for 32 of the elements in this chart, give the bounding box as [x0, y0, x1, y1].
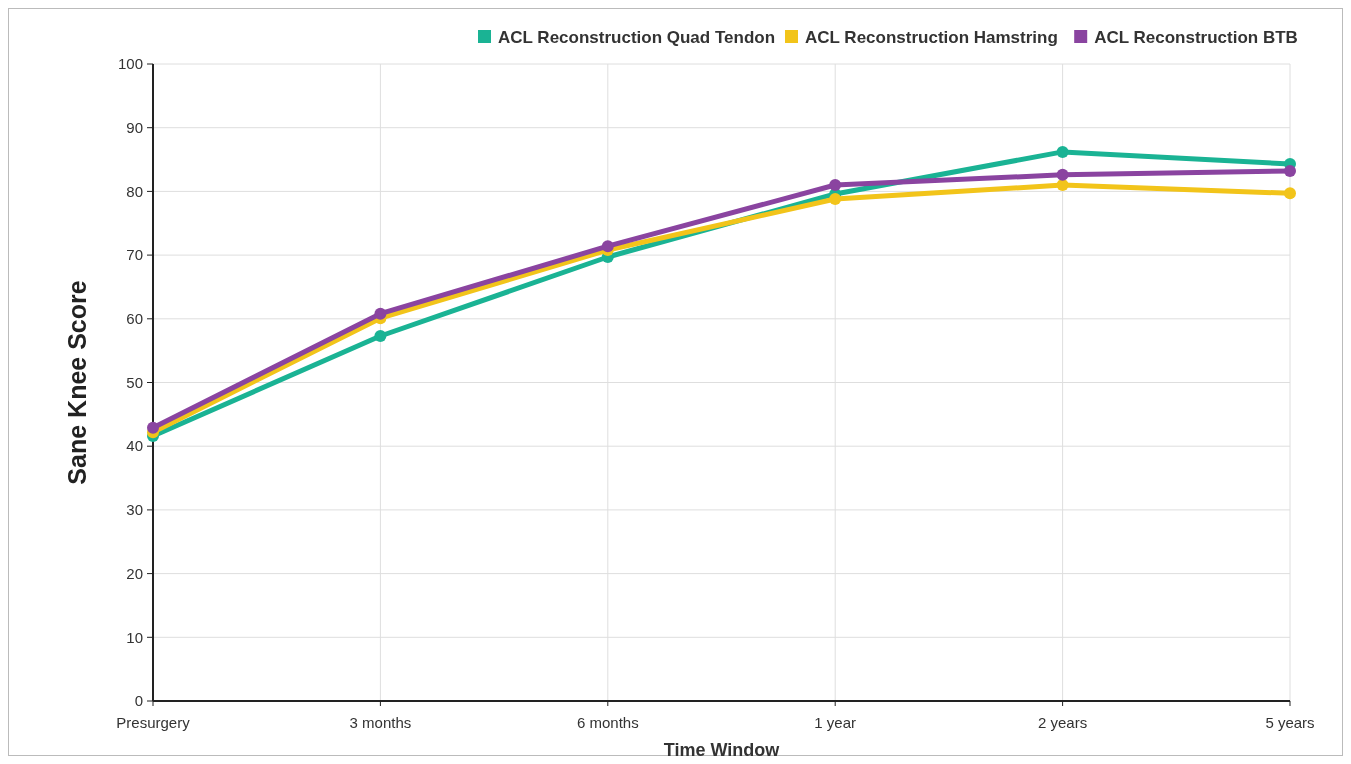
point: [147, 421, 159, 434]
y-tick-label: 50: [126, 373, 143, 391]
point: [1284, 165, 1296, 178]
y-tick-label: 70: [126, 246, 143, 264]
y-tick-label: 60: [126, 310, 143, 328]
legend-label: ACL Reconstruction Hamstring: [805, 27, 1058, 47]
y-tick-label: 0: [134, 692, 143, 710]
point: [1056, 145, 1069, 158]
y-axis-title: Sane Knee Score: [63, 280, 91, 485]
x-tick-label: 1 year: [814, 714, 857, 731]
y-tick-label: 90: [126, 118, 143, 136]
x-tick-label: 3 months: [349, 714, 412, 731]
x-axis-title: Time Window: [663, 740, 781, 760]
y-tick-label: 20: [126, 564, 143, 582]
y-tick-label: 30: [126, 501, 143, 519]
y-tick-label: 80: [126, 182, 143, 200]
point: [1284, 187, 1296, 200]
x-tick-label: 5 years: [1265, 714, 1315, 731]
point: [829, 193, 842, 206]
x-tick-label: 2 years: [1038, 714, 1088, 731]
legend-label: ACL Reconstruction BTB: [1094, 27, 1298, 47]
legend-label: ACL Reconstruction Quad Tendon: [498, 27, 776, 47]
point: [374, 307, 387, 320]
y-tick-label: 10: [126, 628, 143, 646]
y-tick-label: 100: [117, 55, 143, 73]
point: [601, 240, 614, 253]
y-tick-label: 40: [126, 437, 143, 455]
point: [1056, 168, 1069, 181]
x-tick-label: Presurgery: [116, 714, 191, 731]
point: [374, 330, 387, 342]
point: [829, 179, 842, 192]
x-tick-label: 6 months: [576, 714, 639, 731]
